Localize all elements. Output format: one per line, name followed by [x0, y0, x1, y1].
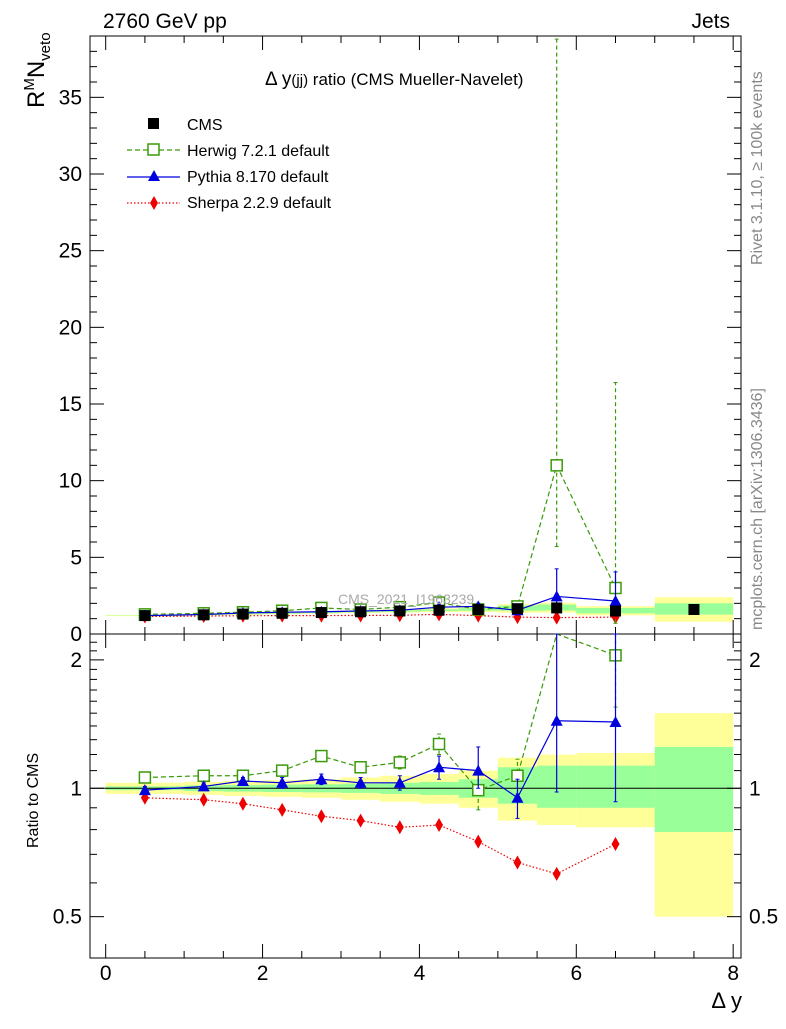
legend-label-pythia: Pythia 8.170 default — [187, 169, 329, 186]
ratio-pythia-point — [433, 761, 445, 772]
ratio-uncertainty-bands — [106, 713, 733, 916]
analysis-watermark: CMS_2021_I1963239 — [338, 591, 474, 607]
top-cms-point — [394, 606, 405, 617]
header-energy-label: 2760 GeV pp — [103, 10, 227, 33]
top-y-axis-label: RMNveto — [21, 32, 54, 108]
ratio-pythia-point — [315, 773, 327, 784]
ratio-y-tick-label-right: 0.5 — [749, 906, 778, 929]
rivet-version-label: Rivet 3.1.10, ≥ 100k events — [749, 71, 766, 265]
ratio-herwig-point — [139, 772, 150, 783]
ratio-herwig-point — [394, 757, 405, 768]
ratio-sherpa-point — [317, 809, 325, 823]
top-y-tick-label: 35 — [59, 86, 82, 109]
top-cms-point — [551, 602, 562, 613]
ratio-herwig-point — [198, 770, 209, 781]
top-cms-point — [139, 610, 150, 621]
x-tick-label: 2 — [257, 962, 269, 985]
mcplots-label: mcplots.cern.ch [arXiv:1306.3436] — [749, 388, 766, 630]
x-tick-label: 0 — [100, 962, 112, 985]
legend-item-pythia: Pythia 8.170 default — [127, 169, 329, 186]
x-tick-label: 4 — [414, 962, 426, 985]
ratio-y-axis-label: Ratio to CMS — [25, 753, 42, 848]
legend-item-herwig: Herwig 7.2.1 default — [127, 143, 330, 160]
legend-marker-cms — [148, 118, 159, 129]
top-cms-point — [277, 608, 288, 619]
ratio-y-tick-label: 1 — [70, 777, 82, 800]
ratio-sherpa-point — [513, 855, 521, 869]
top-cms-point — [512, 603, 523, 614]
top-cms-point — [610, 606, 621, 617]
top-cms-point — [198, 609, 209, 620]
top-cms-point — [316, 607, 327, 618]
ratio-sherpa-point — [239, 797, 247, 811]
top-pythia-point — [551, 590, 563, 601]
legend-label-sherpa: Sherpa 2.2.9 default — [187, 195, 332, 212]
ratio-band-inner — [655, 747, 733, 832]
ratio-sherpa-point — [396, 820, 404, 834]
ratio-sherpa-point — [474, 835, 482, 849]
top-panel-title: Δ y(jj) ratio (CMS Mueller-Navelet) — [265, 69, 523, 90]
x-tick-label: 8 — [727, 962, 739, 985]
legend-label-cms: CMS — [187, 117, 223, 134]
top-axes: 0 5 10 15 20 25 30 35 — [59, 36, 741, 646]
ratio-sherpa-point — [278, 803, 286, 817]
ratio-herwig-point — [434, 739, 445, 750]
top-y-tick-label: 5 — [70, 546, 82, 569]
ratio-sherpa-point — [612, 837, 620, 851]
top-y-tick-label: 20 — [59, 316, 82, 339]
ratio-y-tick-label-right: 1 — [749, 777, 761, 800]
ratio-y-tick-label: 0.5 — [53, 906, 82, 929]
top-y-tick-label: 15 — [59, 393, 82, 416]
ratio-sherpa-point — [553, 867, 561, 881]
top-cms-point — [473, 604, 484, 615]
legend-item-cms: CMS — [148, 117, 223, 134]
legend-marker-sherpa — [150, 196, 158, 210]
ratio-sherpa-point — [435, 818, 443, 832]
top-y-tick-label: 0 — [70, 623, 82, 646]
header-process-label: Jets — [691, 10, 730, 33]
x-tick-label: 6 — [570, 962, 582, 985]
top-series-layer — [139, 39, 700, 625]
top-y-tick-label: 25 — [59, 240, 82, 263]
x-axis-label: Δ y — [711, 988, 742, 1013]
legend-marker-herwig — [148, 144, 159, 155]
ratio-herwig-point — [316, 751, 327, 762]
top-cms-point — [688, 604, 699, 615]
top-y-tick-label: 10 — [59, 470, 82, 493]
ratio-sherpa-point — [357, 814, 365, 828]
ratio-y-tick-label-right: 2 — [749, 649, 761, 672]
ratio-y-tick-label: 2 — [70, 649, 82, 672]
legend-marker-pythia — [148, 170, 160, 181]
ratio-herwig-point — [355, 762, 366, 773]
bottom-panel: 0.5 0.5 1 1 2 2 0 2 4 6 8 Ratio to CMS Δ y — [25, 634, 778, 1013]
top-cms-point — [355, 606, 366, 617]
top-cms-point — [237, 609, 248, 620]
legend-label-herwig: Herwig 7.2.1 default — [187, 143, 330, 160]
top-herwig-point — [551, 460, 562, 471]
legend-item-sherpa: Sherpa 2.2.9 default — [127, 195, 332, 212]
ratio-herwig-point — [277, 765, 288, 776]
top-panel: 0 5 10 15 20 25 30 35 Δ y(jj) ratio (CMS Muelle… — [21, 32, 741, 646]
legend: CMS Herwig 7.2.1 default Pythia 8.170 de… — [127, 117, 332, 212]
top-y-tick-label: 30 — [59, 163, 82, 186]
